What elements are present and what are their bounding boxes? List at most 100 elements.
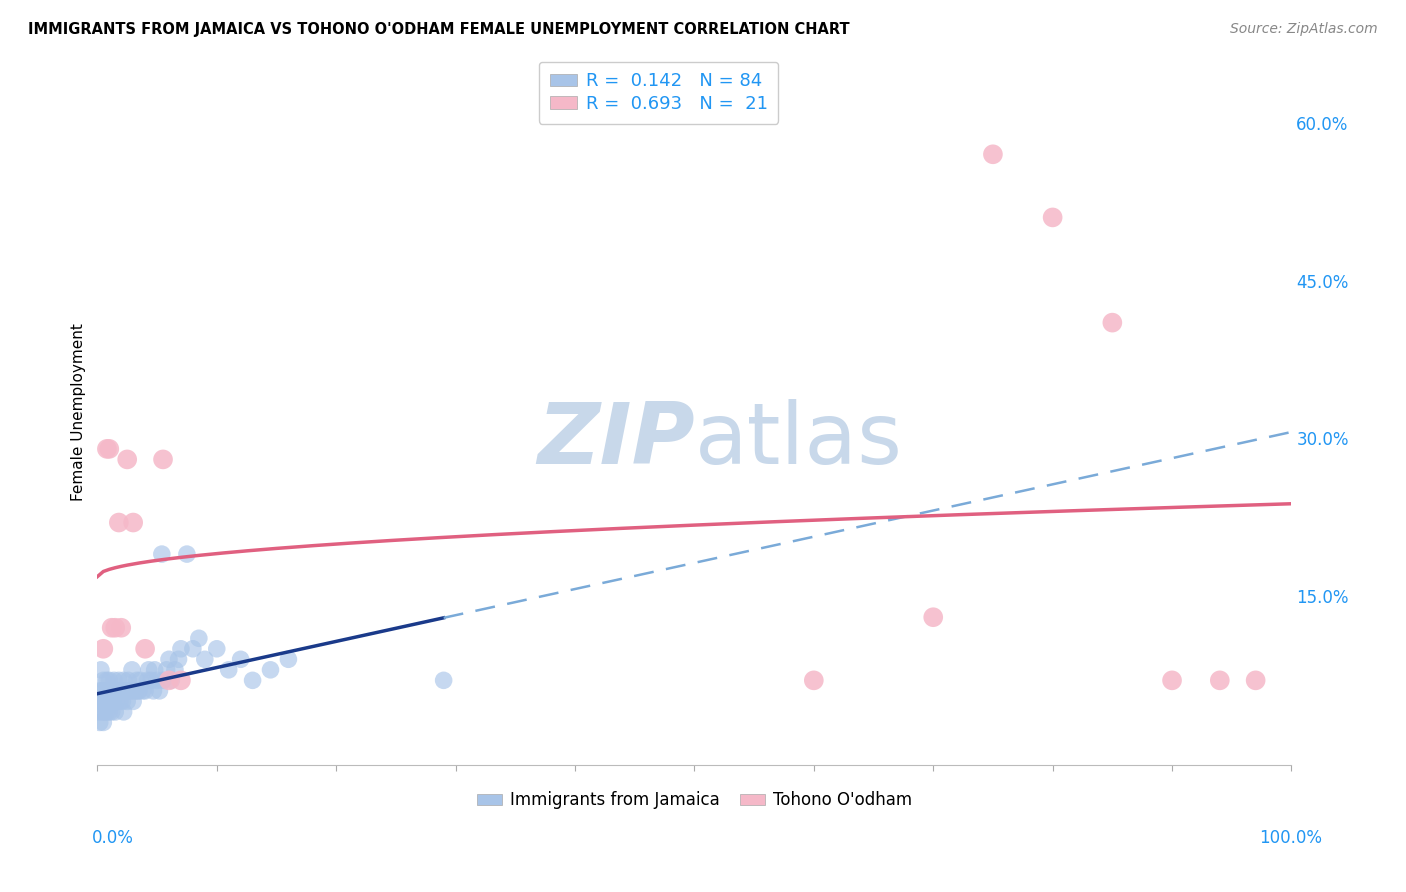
Text: 100.0%: 100.0% [1258, 829, 1322, 847]
Point [91, 715, 114, 730]
Point [112, 673, 135, 688]
Point [120, 684, 142, 698]
Point [121, 663, 143, 677]
Point [157, 652, 180, 666]
Point [103, 673, 125, 688]
Point [115, 694, 138, 708]
Point [100, 621, 122, 635]
Point [115, 684, 138, 698]
Point [114, 684, 136, 698]
Point [96, 442, 118, 456]
Point [242, 673, 264, 688]
Point [111, 694, 134, 708]
Point [1042, 211, 1064, 225]
Text: atlas: atlas [695, 399, 903, 482]
Point [94, 694, 117, 708]
Point [128, 684, 150, 698]
Point [160, 673, 183, 688]
Point [132, 684, 155, 698]
Point [112, 705, 135, 719]
Point [155, 663, 177, 677]
Point [922, 610, 945, 624]
Point [115, 684, 138, 698]
Point [1209, 673, 1232, 688]
Text: Source: ZipAtlas.com: Source: ZipAtlas.com [1230, 22, 1378, 37]
Point [98, 673, 121, 688]
Point [104, 621, 127, 635]
Point [122, 516, 145, 530]
Point [205, 641, 228, 656]
Point [98, 442, 121, 456]
Point [194, 652, 217, 666]
Point [150, 547, 173, 561]
Point [97, 684, 120, 698]
Point [107, 684, 129, 698]
Point [108, 684, 131, 698]
Point [108, 673, 131, 688]
Point [163, 663, 186, 677]
Point [98, 694, 121, 708]
Point [277, 652, 299, 666]
Point [143, 663, 166, 677]
Point [96, 705, 118, 719]
Point [93, 705, 115, 719]
Point [259, 663, 281, 677]
Point [803, 673, 825, 688]
Point [100, 705, 122, 719]
Point [87, 705, 110, 719]
Point [981, 147, 1004, 161]
Point [100, 694, 122, 708]
Point [1161, 673, 1184, 688]
Point [91, 705, 114, 719]
Point [101, 694, 124, 708]
Point [142, 684, 165, 698]
Point [115, 452, 138, 467]
Legend: Immigrants from Jamaica, Tohono O'odham: Immigrants from Jamaica, Tohono O'odham [470, 785, 920, 816]
Point [110, 684, 132, 698]
Point [125, 673, 148, 688]
Point [134, 684, 156, 698]
Text: 0.0%: 0.0% [91, 829, 134, 847]
Point [91, 684, 114, 698]
Point [148, 684, 170, 698]
Point [170, 641, 193, 656]
Text: IMMIGRANTS FROM JAMAICA VS TOHONO O'ODHAM FEMALE UNEMPLOYMENT CORRELATION CHART: IMMIGRANTS FROM JAMAICA VS TOHONO O'ODHA… [28, 22, 849, 37]
Point [94, 694, 117, 708]
Point [108, 516, 131, 530]
Point [104, 684, 127, 698]
Point [110, 684, 132, 698]
Point [104, 705, 127, 719]
Text: ZIP: ZIP [537, 399, 695, 482]
Point [187, 632, 209, 646]
Point [136, 673, 159, 688]
Point [167, 652, 190, 666]
Point [170, 673, 193, 688]
Point [124, 684, 146, 698]
Point [100, 684, 122, 698]
Point [129, 673, 152, 688]
Point [90, 663, 112, 677]
Point [157, 673, 180, 688]
Point [98, 705, 121, 719]
Point [91, 673, 114, 688]
Point [100, 684, 122, 698]
Point [110, 621, 132, 635]
Point [181, 641, 204, 656]
Point [97, 684, 120, 698]
Point [89, 715, 111, 730]
Point [101, 684, 124, 698]
Point [152, 452, 174, 467]
Point [89, 684, 111, 698]
Point [124, 684, 146, 698]
Point [139, 673, 162, 688]
Point [1101, 316, 1123, 330]
Point [91, 694, 114, 708]
Point [96, 673, 118, 688]
Point [176, 547, 198, 561]
Point [105, 694, 128, 708]
Point [118, 684, 141, 698]
Point [105, 684, 128, 698]
Point [1244, 673, 1267, 688]
Point [152, 673, 174, 688]
Point [108, 694, 131, 708]
